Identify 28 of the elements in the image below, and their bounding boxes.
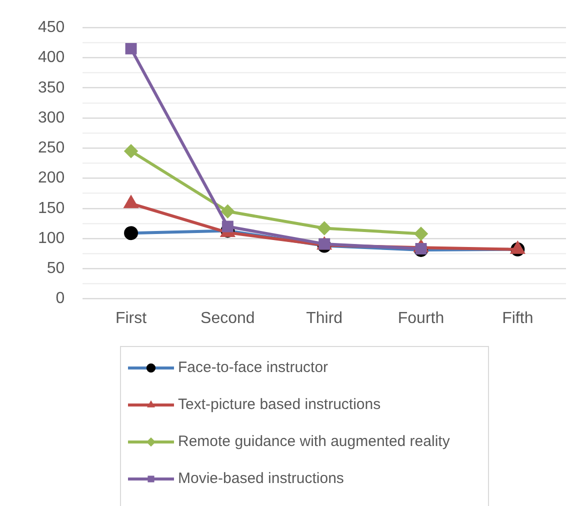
- y-tick-label: 200: [38, 170, 65, 187]
- y-tick-label: 0: [56, 290, 65, 308]
- y-tick-label: 100: [38, 230, 65, 247]
- y-tick-label: 150: [38, 200, 65, 217]
- legend-label: Remote guidance with augmented reality: [178, 433, 450, 450]
- y-tick-label: 350: [38, 79, 65, 96]
- x-tick-label: First: [115, 310, 148, 327]
- point: [124, 196, 138, 208]
- y-tick-label: 300: [38, 109, 65, 126]
- point: [125, 42, 137, 54]
- x-tick-label: Second: [200, 310, 255, 327]
- point: [222, 220, 234, 232]
- y-tick-label: 50: [46, 260, 65, 278]
- legend-label: Face-to-face instructor: [178, 359, 328, 376]
- point: [318, 222, 331, 235]
- point: [124, 144, 138, 158]
- legend-label: Movie-based instructions: [178, 470, 344, 488]
- point: [414, 227, 428, 240]
- y-tick-label: 250: [38, 140, 65, 157]
- x-tick-label: Fifth: [502, 310, 534, 327]
- legend-label: Text-picture based instructions: [178, 396, 381, 414]
- point: [510, 242, 524, 254]
- x-tick-label: Third: [306, 310, 343, 327]
- y-tick-label: 450: [38, 19, 65, 36]
- point: [124, 226, 138, 240]
- y-tick-label: 400: [38, 49, 65, 66]
- point: [221, 204, 234, 218]
- x-tick-label: Fourth: [398, 310, 444, 327]
